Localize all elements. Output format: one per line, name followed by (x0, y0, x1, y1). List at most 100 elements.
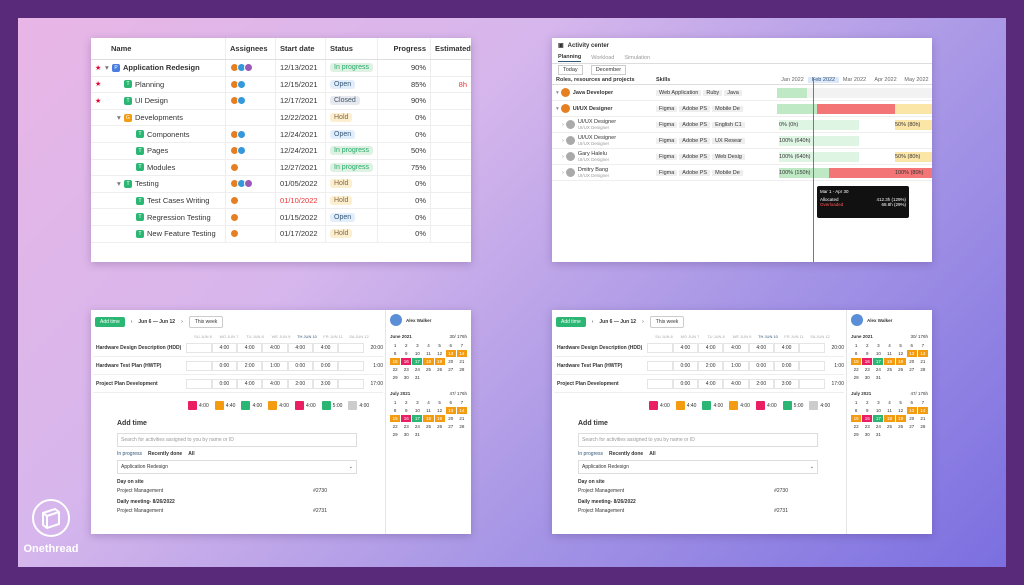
calendar-day[interactable]: 19 (434, 415, 445, 422)
calendar-day[interactable]: 7 (460, 343, 464, 348)
task-name[interactable]: Pages (147, 146, 169, 156)
calendar-day[interactable]: 7 (921, 400, 925, 405)
calendar-day[interactable]: 9 (865, 408, 869, 413)
time-cell[interactable]: 4:00 (723, 378, 749, 389)
calendar-day[interactable]: 5 (899, 343, 902, 348)
calendar-day[interactable] (423, 431, 433, 438)
calendar-day[interactable]: 25 (886, 424, 892, 429)
calendar-day[interactable]: 6 (449, 343, 453, 348)
table-row[interactable]: T Regression Testing 01/15/2022 Open 0% (91, 209, 471, 226)
calendar-day[interactable]: 28 (459, 367, 465, 372)
calendar-day[interactable]: 5 (899, 400, 902, 405)
time-cell[interactable] (647, 342, 673, 353)
calendar-day[interactable]: 20 (448, 416, 454, 421)
activity-item[interactable]: Project Management #2730 (578, 488, 818, 494)
expand-chevron-icon[interactable]: › (562, 169, 564, 176)
time-cell[interactable]: 4:00 (236, 378, 263, 389)
calendar-day[interactable]: 21 (459, 359, 465, 364)
this-week-button[interactable]: This week (188, 316, 224, 328)
status-badge[interactable]: Open (330, 129, 356, 139)
calendar-day[interactable]: 10 (414, 408, 420, 413)
activity-search-input[interactable]: Search for activities assigned to you by… (117, 433, 357, 447)
this-week-button[interactable]: This week (649, 316, 685, 328)
calendar-day[interactable]: 30 (403, 375, 409, 380)
calendar-day[interactable]: 21 (459, 416, 465, 421)
calendar-day[interactable]: 1 (393, 400, 397, 405)
time-cell[interactable]: 0:00 (287, 360, 313, 371)
expand-chevron-icon[interactable]: ▾ (117, 179, 121, 189)
calendar-day[interactable]: 31 (875, 375, 881, 380)
time-cell[interactable]: 0:00 (211, 378, 237, 389)
expand-chevron-icon[interactable]: › (562, 121, 564, 128)
resource-row[interactable]: › Gary Halelu UI/UX Designer Figma Adobe P… (552, 149, 932, 165)
calendar-day[interactable] (884, 374, 894, 381)
time-cell[interactable]: 4:00 (697, 342, 724, 353)
calendar-day[interactable] (446, 431, 456, 438)
calendar-day[interactable]: 29 (853, 375, 859, 380)
calendar-day[interactable]: 20 (909, 359, 915, 364)
calendar-day[interactable]: 27 (448, 424, 454, 429)
project-select[interactable]: Application Redesign ⌄ (578, 460, 818, 474)
calendar-day[interactable]: 29 (392, 375, 398, 380)
calendar-day[interactable]: 13 (906, 350, 917, 357)
time-cell[interactable]: 2:00 (236, 360, 263, 371)
time-cell[interactable]: 0:00 (748, 360, 774, 371)
calendar-day[interactable] (457, 374, 467, 381)
calendar-day[interactable]: 2 (404, 400, 408, 405)
calendar-day[interactable] (446, 374, 456, 381)
expand-chevron-icon[interactable]: ▾ (556, 105, 559, 112)
time-cell[interactable]: 4:00 (697, 378, 724, 389)
table-row[interactable]: ★ T Planning 12/15/2021 Open 85% 8h (91, 76, 471, 94)
avatar[interactable] (244, 63, 253, 73)
tab-planning[interactable]: Planning (558, 54, 582, 62)
calendar-day[interactable]: 28 (459, 424, 465, 429)
calendar-day[interactable]: 18 (884, 358, 895, 365)
calendar-day[interactable]: 28 (920, 367, 926, 372)
status-badge[interactable]: Closed (330, 96, 360, 106)
task-name[interactable]: New Feature Testing (147, 229, 216, 239)
calendar-day[interactable]: 11 (426, 408, 431, 413)
status-badge[interactable]: Open (330, 212, 356, 222)
time-cell[interactable] (799, 360, 825, 371)
time-cell[interactable]: 4:00 (723, 342, 749, 353)
activity-item[interactable]: Project Management #2731 (117, 508, 357, 514)
task-name[interactable]: Regression Testing (147, 212, 211, 222)
calendar-day[interactable]: 29 (853, 432, 859, 437)
calendar-day[interactable]: 10 (875, 408, 881, 413)
expand-chevron-icon[interactable]: › (562, 137, 564, 144)
calendar-day[interactable]: 26 (437, 367, 443, 372)
filter-tab[interactable]: All (649, 451, 656, 457)
task-name[interactable]: Planning (135, 79, 165, 89)
task-name[interactable]: Application Redesign (123, 63, 200, 73)
calendar-day[interactable] (435, 431, 445, 438)
resource-row[interactable]: ▾ UI/UX Designer Figma Adobe PS Mobile De (552, 101, 932, 117)
prev-week-icon[interactable]: ‹ (591, 319, 594, 325)
calendar-day[interactable]: 15 (851, 358, 862, 365)
calendar-day[interactable]: 8 (854, 408, 858, 413)
avatar[interactable] (237, 129, 246, 139)
task-name[interactable]: UI Design (135, 96, 168, 106)
status-badge[interactable]: In progress (330, 146, 374, 156)
calendar-day[interactable]: 7 (460, 400, 464, 405)
add-time-button[interactable]: Add time (556, 317, 586, 327)
calendar-day[interactable]: 16 (401, 358, 412, 365)
calendar-day[interactable]: 12 (898, 351, 904, 356)
calendar-day[interactable]: 25 (425, 424, 431, 429)
table-row[interactable]: T Test Cases Writing 01/10/2022 Hold 0% (91, 192, 471, 210)
calendar-day[interactable]: 27 (448, 367, 454, 372)
calendar-day[interactable]: 20 (909, 416, 915, 421)
calendar-day[interactable]: 22 (392, 424, 398, 429)
calendar-day[interactable]: 24 (875, 424, 881, 429)
time-cell[interactable]: 4:00 (262, 378, 288, 389)
calendar-day[interactable] (907, 431, 917, 438)
expand-chevron-icon[interactable]: ▾ (105, 63, 109, 73)
calendar-day[interactable]: 23 (403, 424, 409, 429)
status-badge[interactable]: In progress (330, 162, 374, 172)
period-select[interactable]: December (590, 64, 627, 75)
calendar-day[interactable]: 19 (895, 358, 906, 365)
time-cell[interactable]: 0:00 (312, 360, 339, 371)
calendar-day[interactable]: 1 (854, 400, 858, 405)
time-cell[interactable] (186, 342, 212, 353)
calendar-day[interactable]: 3 (877, 400, 880, 405)
calendar-day[interactable]: 4 (888, 343, 891, 348)
